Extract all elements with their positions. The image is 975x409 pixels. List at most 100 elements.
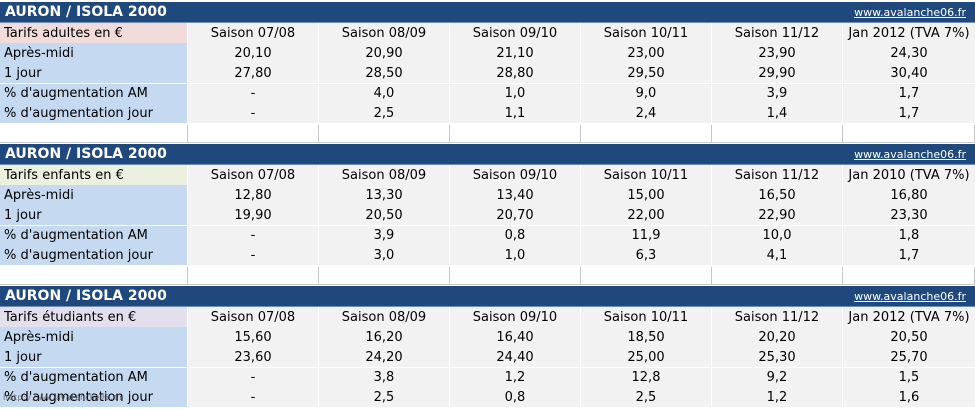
column-header: Saison 11/12: [712, 307, 843, 327]
site-link[interactable]: www.avalanche06.fr: [854, 289, 966, 303]
table-row: % d'augmentation jour - 2,5 1,1 2,4 1,4 …: [0, 103, 975, 123]
table-cell: 1,2: [712, 387, 843, 407]
spacer-row: [0, 267, 975, 286]
table-row: Après-midi 20,10 20,90 21,10 23,00 23,90…: [0, 43, 975, 63]
table-cell: 4,0: [319, 84, 450, 103]
table-cell: 3,0: [319, 245, 450, 265]
column-header: Saison 11/12: [712, 165, 843, 185]
table-cell: 23,30: [843, 205, 975, 225]
site-link[interactable]: www.avalanche06.fr: [854, 5, 966, 19]
table-cell: 23,00: [581, 43, 712, 63]
table-cell: 22,00: [581, 205, 712, 225]
table-cell: 24,40: [450, 347, 581, 367]
table-cell: 23,60: [188, 347, 319, 367]
table-title: AURON / ISOLA 2000: [5, 4, 167, 20]
table-cell: 1,6: [843, 387, 975, 407]
table-cell: 11,9: [581, 226, 712, 245]
row-label: Après-midi: [0, 327, 188, 347]
table-cell: 1,7: [843, 103, 975, 123]
table-row: % d'augmentation jour - 3,0 1,0 6,3 4,1 …: [0, 245, 975, 265]
table-cell: 9,0: [581, 84, 712, 103]
table-cell: 24,30: [843, 43, 975, 63]
table-cell: 15,00: [581, 185, 712, 205]
table-row: 1 jour 19,90 20,50 20,70 22,00 22,90 23,…: [0, 205, 975, 225]
table-cell: 1,4: [712, 103, 843, 123]
column-header: Saison 07/08: [188, 165, 319, 185]
site-link[interactable]: www.avalanche06.fr: [854, 147, 966, 161]
table-cell: 29,50: [581, 63, 712, 83]
column-header-row: Tarifs étudiants en € Saison 07/08 Saiso…: [0, 307, 975, 327]
table-cell: 16,80: [843, 185, 975, 205]
table-cell: 25,30: [712, 347, 843, 367]
table-cell: 4,1: [712, 245, 843, 265]
table-cell: 6,3: [581, 245, 712, 265]
table-row: Après-midi 15,60 16,20 16,40 18,50 20,20…: [0, 327, 975, 347]
column-header: Saison 08/09: [319, 307, 450, 327]
column-header: Saison 09/10: [450, 23, 581, 43]
row-label: Après-midi: [0, 43, 188, 63]
column-header: Saison 07/08: [188, 23, 319, 43]
table-cell: -: [188, 84, 319, 103]
column-header: Saison 11/12: [712, 23, 843, 43]
table-row: % d'augmentation AM - 3,9 0,8 11,9 10,0 …: [0, 225, 975, 245]
table-cell: -: [188, 226, 319, 245]
table-cell: -: [188, 103, 319, 123]
table-title: AURON / ISOLA 2000: [5, 146, 167, 162]
table-cell: 13,30: [319, 185, 450, 205]
table-cell: 3,8: [319, 368, 450, 387]
row-label: Après-midi: [0, 185, 188, 205]
column-header: Saison 08/09: [319, 165, 450, 185]
table-cell: 2,5: [319, 103, 450, 123]
row-label: % d'augmentation jour: [0, 387, 188, 407]
table-cell: 10,0: [712, 226, 843, 245]
column-header: Saison 09/10: [450, 165, 581, 185]
table-cell: 2,5: [319, 387, 450, 407]
table-cell: 2,5: [581, 387, 712, 407]
column-header: Saison 07/08: [188, 307, 319, 327]
column-header: Jan 2010 (TVA 7%): [843, 165, 975, 185]
row-label: % d'augmentation AM: [0, 368, 188, 387]
table-cell: 3,9: [712, 84, 843, 103]
table-row: 1 jour 23,60 24,20 24,40 25,00 25,30 25,…: [0, 347, 975, 367]
table-header: AURON / ISOLA 2000 www.avalanche06.fr: [0, 2, 975, 23]
column-header: Saison 10/11: [581, 23, 712, 43]
table-cell: 19,90: [188, 205, 319, 225]
column-header: Jan 2012 (TVA 7%): [843, 23, 975, 43]
column-header: Saison 10/11: [581, 307, 712, 327]
table-cell: 24,20: [319, 347, 450, 367]
column-header-row: Tarifs enfants en € Saison 07/08 Saison …: [0, 165, 975, 185]
table-header: AURON / ISOLA 2000 www.avalanche06.fr: [0, 144, 975, 165]
table-cell: 9,2: [712, 368, 843, 387]
table-cell: 28,50: [319, 63, 450, 83]
column-header: Saison 08/09: [319, 23, 450, 43]
table-row: % d'augmentation AM - 3,8 1,2 12,8 9,2 1…: [0, 367, 975, 387]
table-enfants: AURON / ISOLA 2000 www.avalanche06.fr Ta…: [0, 144, 975, 267]
table-row: % d'augmentation AM - 4,0 1,0 9,0 3,9 1,…: [0, 83, 975, 103]
table-cell: 1,7: [843, 245, 975, 265]
table-cell: -: [188, 368, 319, 387]
row-label: % d'augmentation jour: [0, 245, 188, 265]
table-cell: 1,8: [843, 226, 975, 245]
row-label: 1 jour: [0, 63, 188, 83]
table-cell: 25,70: [843, 347, 975, 367]
table-cell: 22,90: [712, 205, 843, 225]
table-cell: 20,50: [843, 327, 975, 347]
table-cell: 2,4: [581, 103, 712, 123]
table-cell: 27,80: [188, 63, 319, 83]
table-cell: 20,50: [319, 205, 450, 225]
table-cell: 12,8: [581, 368, 712, 387]
table-cell: 12,80: [188, 185, 319, 205]
table-cell: 1,0: [450, 84, 581, 103]
category-label: Tarifs adultes en €: [0, 23, 188, 43]
row-label: 1 jour: [0, 205, 188, 225]
table-row: Après-midi 12,80 13,30 13,40 15,00 16,50…: [0, 185, 975, 205]
table-cell: 25,00: [581, 347, 712, 367]
table-cell: 20,70: [450, 205, 581, 225]
table-cell: 18,50: [581, 327, 712, 347]
category-label: Tarifs étudiants en €: [0, 307, 188, 327]
row-label: % d'augmentation jour: [0, 103, 188, 123]
row-label: % d'augmentation AM: [0, 226, 188, 245]
table-title: AURON / ISOLA 2000: [5, 288, 167, 304]
table-cell: 21,10: [450, 43, 581, 63]
table-cell: 28,80: [450, 63, 581, 83]
